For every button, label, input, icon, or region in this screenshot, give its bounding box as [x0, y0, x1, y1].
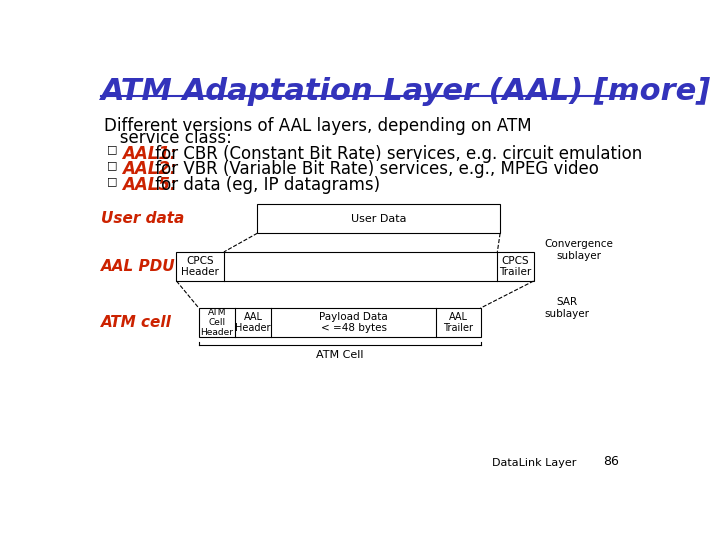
Text: AAL2:: AAL2: [122, 160, 177, 178]
Bar [199, 308, 481, 337]
Text: for VBR (Variable Bit Rate) services, e.g., MPEG video: for VBR (Variable Bit Rate) services, e.… [150, 160, 599, 178]
Text: AAL5:: AAL5: [122, 176, 177, 194]
Text: User Data: User Data [351, 214, 407, 224]
Text: ATM Adaptation Layer (AAL) [more]: ATM Adaptation Layer (AAL) [more] [101, 77, 711, 106]
Text: service class:: service class: [104, 129, 232, 147]
Text: CPCS
Header: CPCS Header [181, 255, 219, 277]
Text: for data (eg, IP datagrams): for data (eg, IP datagrams) [150, 176, 380, 194]
Bar [176, 252, 534, 281]
Text: □: □ [107, 176, 117, 186]
Text: 86: 86 [603, 455, 619, 468]
Text: ATM Cell: ATM Cell [316, 350, 364, 361]
Text: Convergence
sublayer: Convergence sublayer [545, 239, 613, 261]
Text: User data: User data [101, 211, 184, 226]
Text: Payload Data
< =48 bytes: Payload Data < =48 bytes [319, 312, 388, 333]
Text: AAL
Trailer: AAL Trailer [444, 312, 473, 333]
Text: AAL
Header: AAL Header [235, 312, 271, 333]
Text: ATM
Cell
Header: ATM Cell Header [200, 308, 233, 338]
Text: ATM cell: ATM cell [101, 315, 172, 330]
Bar [258, 204, 500, 233]
Text: DataLink Layer: DataLink Layer [492, 458, 576, 468]
Text: □: □ [107, 145, 117, 154]
Text: SAR
sublayer: SAR sublayer [545, 297, 590, 319]
Text: □: □ [107, 160, 117, 171]
Text: CPCS
Trailer: CPCS Trailer [500, 255, 531, 277]
Text: AAL1:: AAL1: [122, 145, 177, 163]
Text: AAL PDU: AAL PDU [101, 259, 176, 274]
Text: for CBR (Constant Bit Rate) services, e.g. circuit emulation: for CBR (Constant Bit Rate) services, e.… [150, 145, 642, 163]
Text: Different versions of AAL layers, depending on ATM: Different versions of AAL layers, depend… [104, 117, 531, 135]
